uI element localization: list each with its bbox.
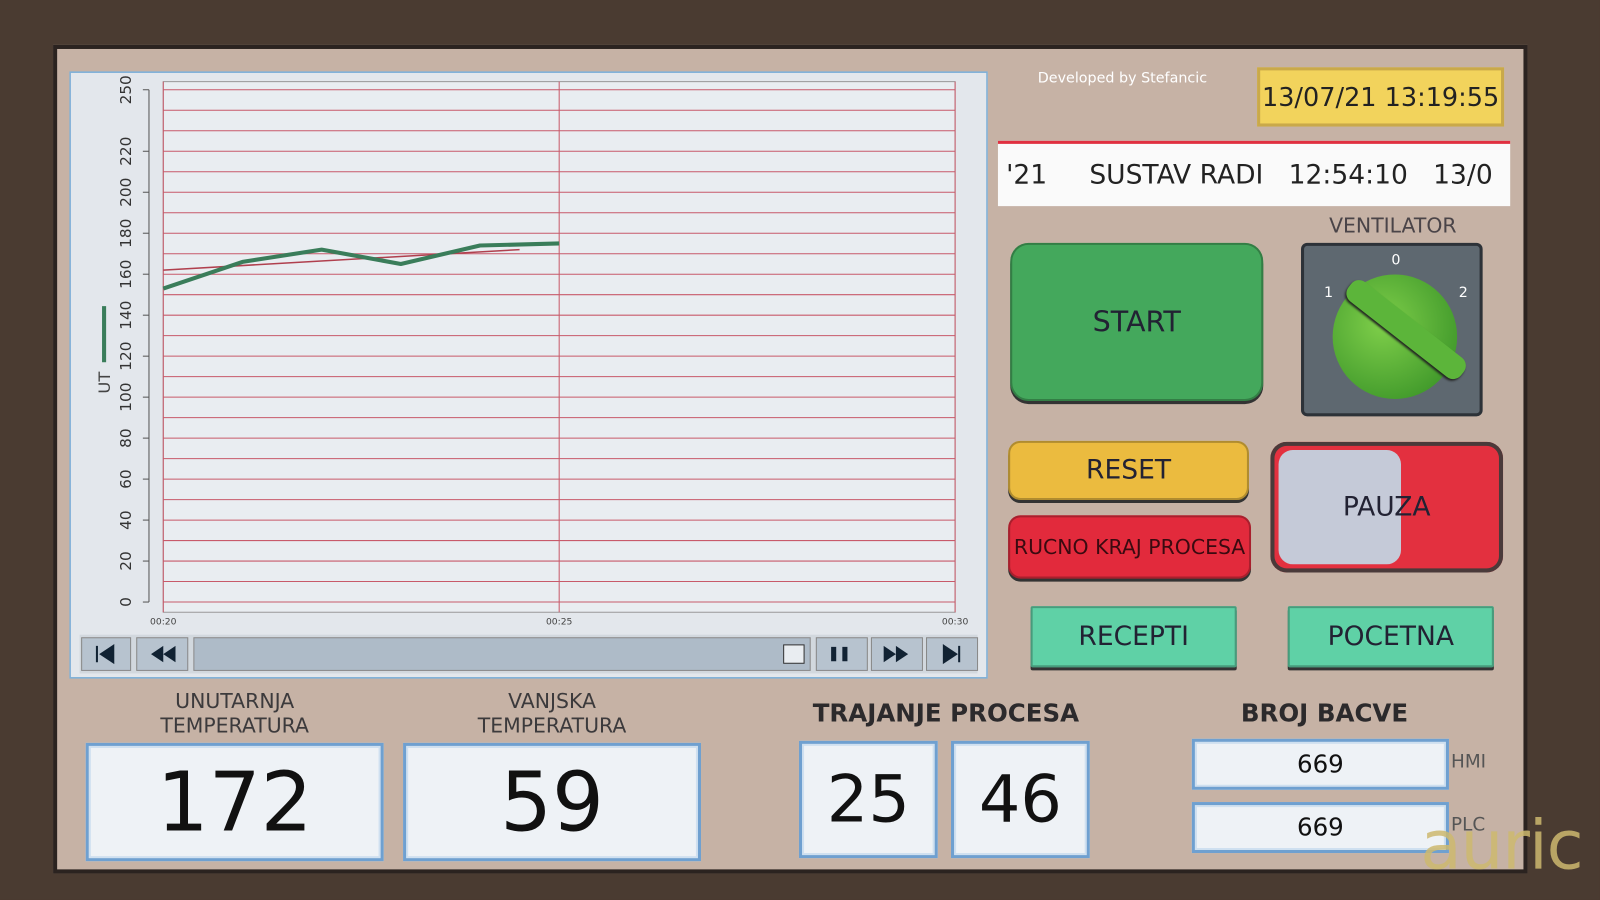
x-tick-label: 00:20	[150, 616, 177, 627]
readout-label: UNUTARNJA TEMPERATURA	[160, 688, 310, 738]
duration-value: 25	[798, 740, 938, 859]
readout-value: 59	[403, 742, 702, 862]
x-tick-label: 00:30	[942, 616, 969, 627]
credit: Developed by Stefancic	[1037, 70, 1208, 87]
last-icon	[942, 644, 961, 665]
y-tick-label: 40	[117, 510, 135, 529]
position-label: 2	[1458, 284, 1468, 302]
barrel-source: PLC	[1451, 814, 1486, 836]
home-button[interactable]: POCETNA	[1287, 606, 1494, 668]
readout-label: TRAJANJE PROCESA	[812, 698, 1080, 728]
y-tick-label: 20	[117, 551, 135, 570]
toggle-knob	[1278, 449, 1402, 565]
manual-end-button[interactable]: RUCNO KRAJ PROCESA	[1008, 515, 1252, 579]
y-tick-label: 250	[117, 75, 135, 104]
y-tick-label: 200	[117, 178, 135, 207]
pause-icon	[831, 646, 848, 662]
ventilator-label: VENTILATOR	[1329, 213, 1457, 238]
y-tick-label: 100	[117, 383, 135, 412]
pause-button[interactable]	[815, 637, 868, 671]
barrel-value: 669	[1191, 802, 1449, 854]
y-tick-label: 0	[117, 597, 135, 607]
ventilator-switch[interactable]: 0 1 2	[1301, 242, 1483, 417]
y-tick-label: 160	[117, 260, 135, 289]
info-button[interactable]	[783, 644, 805, 664]
y-tick-label: 120	[117, 342, 135, 371]
y-tick-label: 220	[117, 137, 135, 166]
scroll-bar[interactable]	[193, 637, 811, 671]
y-tick-label: 180	[117, 219, 135, 248]
readout-label: BROJ BACVE	[1240, 698, 1409, 728]
series-swatch	[102, 306, 107, 363]
position-label: 1	[1324, 284, 1334, 302]
duration-value: 46	[951, 740, 1090, 859]
barrel-value: 669	[1191, 738, 1449, 790]
y-tick-label: 60	[117, 469, 135, 488]
y-tick-label: 140	[117, 301, 135, 330]
reset-button[interactable]: RESET	[1008, 440, 1249, 500]
trend-line	[162, 241, 560, 291]
datetime: 13/07/21 13:19:55	[1257, 67, 1505, 127]
start-button[interactable]: START	[1010, 242, 1264, 402]
pause-label: PAUZA	[1342, 491, 1431, 523]
position-label: 0	[1391, 252, 1401, 269]
recipes-button[interactable]: RECEPTI	[1030, 606, 1237, 668]
y-tick-label: 80	[117, 428, 135, 447]
x-tick-label: 00:25	[546, 616, 573, 627]
watermark: auric	[1420, 806, 1583, 885]
first-icon	[95, 644, 115, 665]
y-axis-label: UT	[95, 371, 114, 394]
readout-value: 172	[85, 742, 384, 862]
pause-toggle[interactable]: PAUZA	[1270, 441, 1504, 573]
status-ticker: '21 SUSTAV RADI 12:54:10 13/0	[997, 140, 1511, 207]
readout-label: VANJSKA TEMPERATURA	[477, 688, 627, 738]
barrel-source: HMI	[1451, 751, 1487, 773]
trend-chart: UT 0 20 40 60 80 100 120 140 160 180 200 220 250 00:2…	[69, 71, 988, 679]
